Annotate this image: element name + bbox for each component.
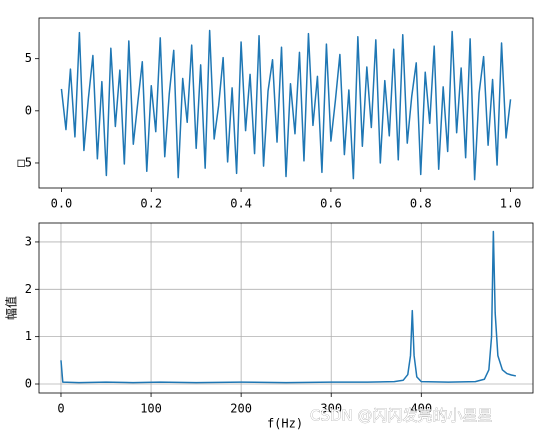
- y-tick-label: 2: [25, 282, 32, 296]
- y-tick-label: 3: [25, 234, 32, 248]
- y-tick-label: 0: [25, 377, 32, 391]
- x-tick-label: 300: [320, 402, 342, 416]
- x-tick-label: 0: [57, 402, 64, 416]
- y-tick-label: □5: [18, 155, 32, 169]
- x-tick-label: 0.6: [320, 197, 342, 211]
- x-tick-label: 400: [410, 402, 432, 416]
- x-tick-label: 0.8: [410, 197, 432, 211]
- y-tick-label: 5: [25, 51, 32, 65]
- x-tick-label: 0.2: [140, 197, 162, 211]
- plot-frame: [38, 222, 534, 394]
- y-axis-label: 幅值: [4, 296, 19, 320]
- x-tick-label: 0.4: [230, 197, 252, 211]
- signal-line: [60, 29, 512, 181]
- signal-line: [60, 230, 517, 384]
- x-tick-label: 200: [230, 402, 252, 416]
- x-tick-label: 100: [140, 402, 162, 416]
- x-tick-label: 1.0: [500, 197, 522, 211]
- y-tick-label: 0: [25, 103, 32, 117]
- plot-frame: [38, 17, 534, 189]
- y-tick-label: 1: [25, 329, 32, 343]
- x-tick-label: 0.0: [51, 197, 73, 211]
- x-axis-label: f(Hz): [267, 417, 303, 431]
- watermark: CSDN @闪闪发亮的小星星: [310, 407, 493, 425]
